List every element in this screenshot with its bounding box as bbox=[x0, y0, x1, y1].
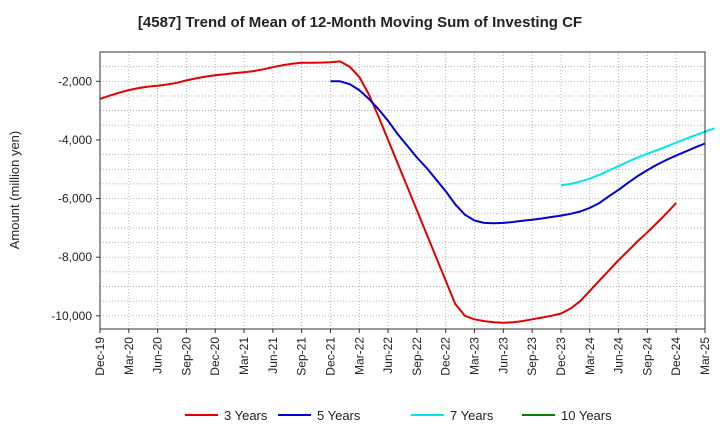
series-line-7-years bbox=[560, 127, 715, 187]
x-tick-label: Jun-24 bbox=[612, 337, 626, 374]
legend-label: 10 Years bbox=[561, 408, 612, 423]
y-tick-label: -2,000 bbox=[58, 74, 92, 88]
legend-label: 7 Years bbox=[450, 408, 494, 423]
y-tick-label: -4,000 bbox=[58, 133, 92, 147]
y-tick-label: -6,000 bbox=[58, 192, 92, 206]
chart-title: [4587] Trend of Mean of 12-Month Moving … bbox=[138, 14, 582, 31]
y-axis-ticks: -2,000 -4,000 -6,000 -8,000 -10,000 bbox=[51, 74, 100, 323]
x-tick-label: Mar-24 bbox=[583, 337, 597, 375]
x-tick-label: Sep-22 bbox=[410, 337, 424, 376]
x-tick-label: Dec-23 bbox=[554, 337, 568, 376]
x-tick-label: Jun-21 bbox=[266, 337, 280, 374]
y-tick-label: -8,000 bbox=[58, 250, 92, 264]
x-tick-label: Jun-22 bbox=[381, 337, 395, 374]
x-tick-label: Sep-24 bbox=[640, 337, 654, 376]
series-lines bbox=[99, 60, 715, 324]
x-tick-label: Dec-24 bbox=[669, 337, 683, 376]
series-line-3-years bbox=[99, 60, 677, 324]
x-tick-label: Mar-21 bbox=[237, 337, 251, 375]
series-line-5-years bbox=[330, 80, 706, 225]
y-tick-label: -10,000 bbox=[51, 309, 92, 323]
grid bbox=[99, 51, 706, 329]
x-tick-label: Mar-20 bbox=[122, 337, 136, 375]
x-tick-label: Dec-22 bbox=[439, 337, 453, 376]
x-tick-label: Jun-20 bbox=[151, 337, 165, 374]
x-tick-label: Sep-21 bbox=[295, 337, 309, 376]
plot-frame bbox=[99, 51, 706, 330]
x-tick-label: Sep-20 bbox=[179, 337, 193, 376]
legend: 3 Years 5 Years 7 Years 10 Years bbox=[185, 408, 612, 423]
x-tick-label: Jun-23 bbox=[496, 337, 510, 374]
x-tick-label: Mar-25 bbox=[698, 337, 712, 375]
y-axis-label: Amount (million yen) bbox=[7, 131, 22, 250]
legend-label: 3 Years bbox=[224, 408, 268, 423]
x-tick-label: Dec-19 bbox=[93, 337, 107, 376]
x-axis-ticks: Dec-19 Mar-20 Jun-20 Sep-20 Dec-20 Mar-21 Jun-… bbox=[93, 329, 712, 376]
x-tick-label: Dec-20 bbox=[208, 337, 222, 376]
legend-label: 5 Years bbox=[317, 408, 361, 423]
x-tick-label: Sep-23 bbox=[525, 337, 539, 376]
x-tick-label: Mar-22 bbox=[352, 337, 366, 375]
x-tick-label: Mar-23 bbox=[468, 337, 482, 375]
x-tick-label: Dec-21 bbox=[323, 337, 337, 376]
